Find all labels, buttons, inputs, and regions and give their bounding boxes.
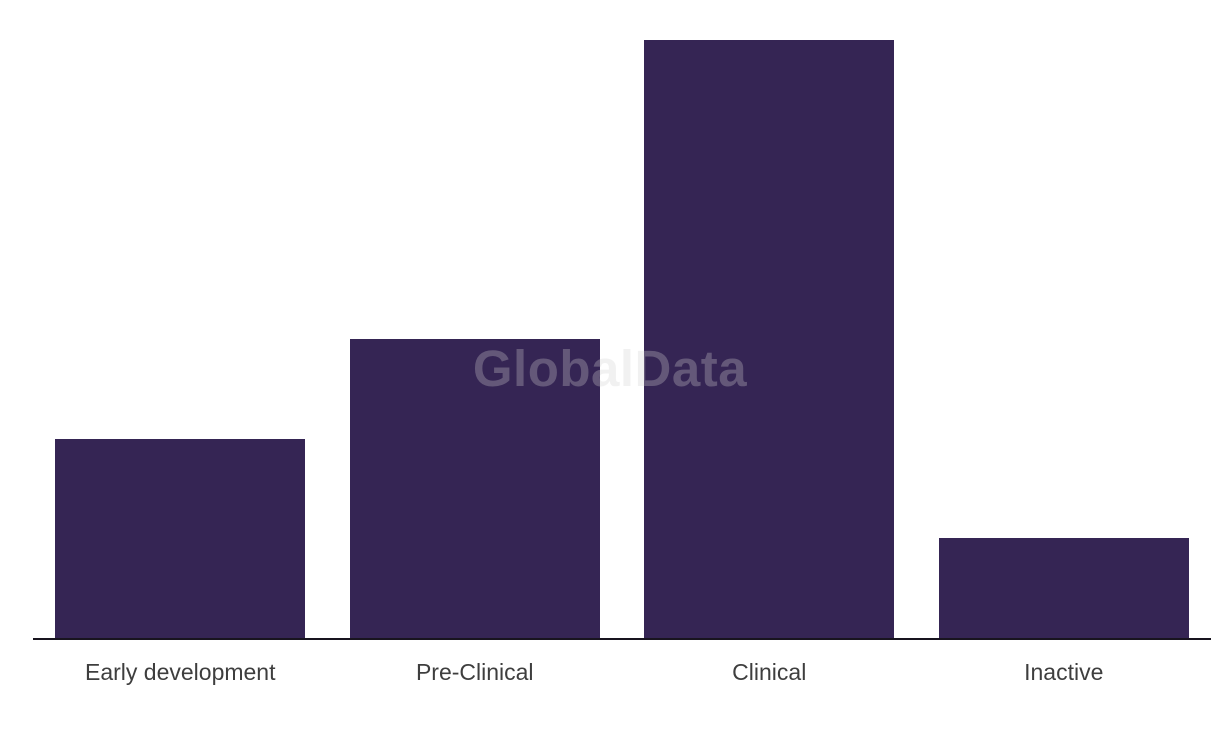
plot-area bbox=[33, 0, 1211, 640]
x-tick-label-early-development: Early development bbox=[85, 659, 276, 685]
bar-column-early-development bbox=[33, 0, 328, 638]
bar-clinical bbox=[644, 39, 895, 638]
x-tick-label-clinical: Clinical bbox=[732, 659, 807, 685]
bar-column-inactive bbox=[917, 0, 1212, 638]
bars-container bbox=[33, 0, 1211, 638]
bar-column-clinical bbox=[622, 0, 917, 638]
x-axis-line bbox=[33, 638, 1211, 640]
x-axis-labels: Early development Pre-Clinical Clinical Ina… bbox=[33, 658, 1211, 686]
x-tick-label-inactive: Inactive bbox=[1024, 659, 1104, 685]
bar-inactive bbox=[938, 538, 1189, 638]
bar-column-pre-clinical bbox=[328, 0, 623, 638]
bar-early-development bbox=[55, 438, 306, 638]
x-tick-label-pre-clinical: Pre-Clinical bbox=[415, 659, 534, 685]
bar-pre-clinical bbox=[349, 338, 600, 638]
